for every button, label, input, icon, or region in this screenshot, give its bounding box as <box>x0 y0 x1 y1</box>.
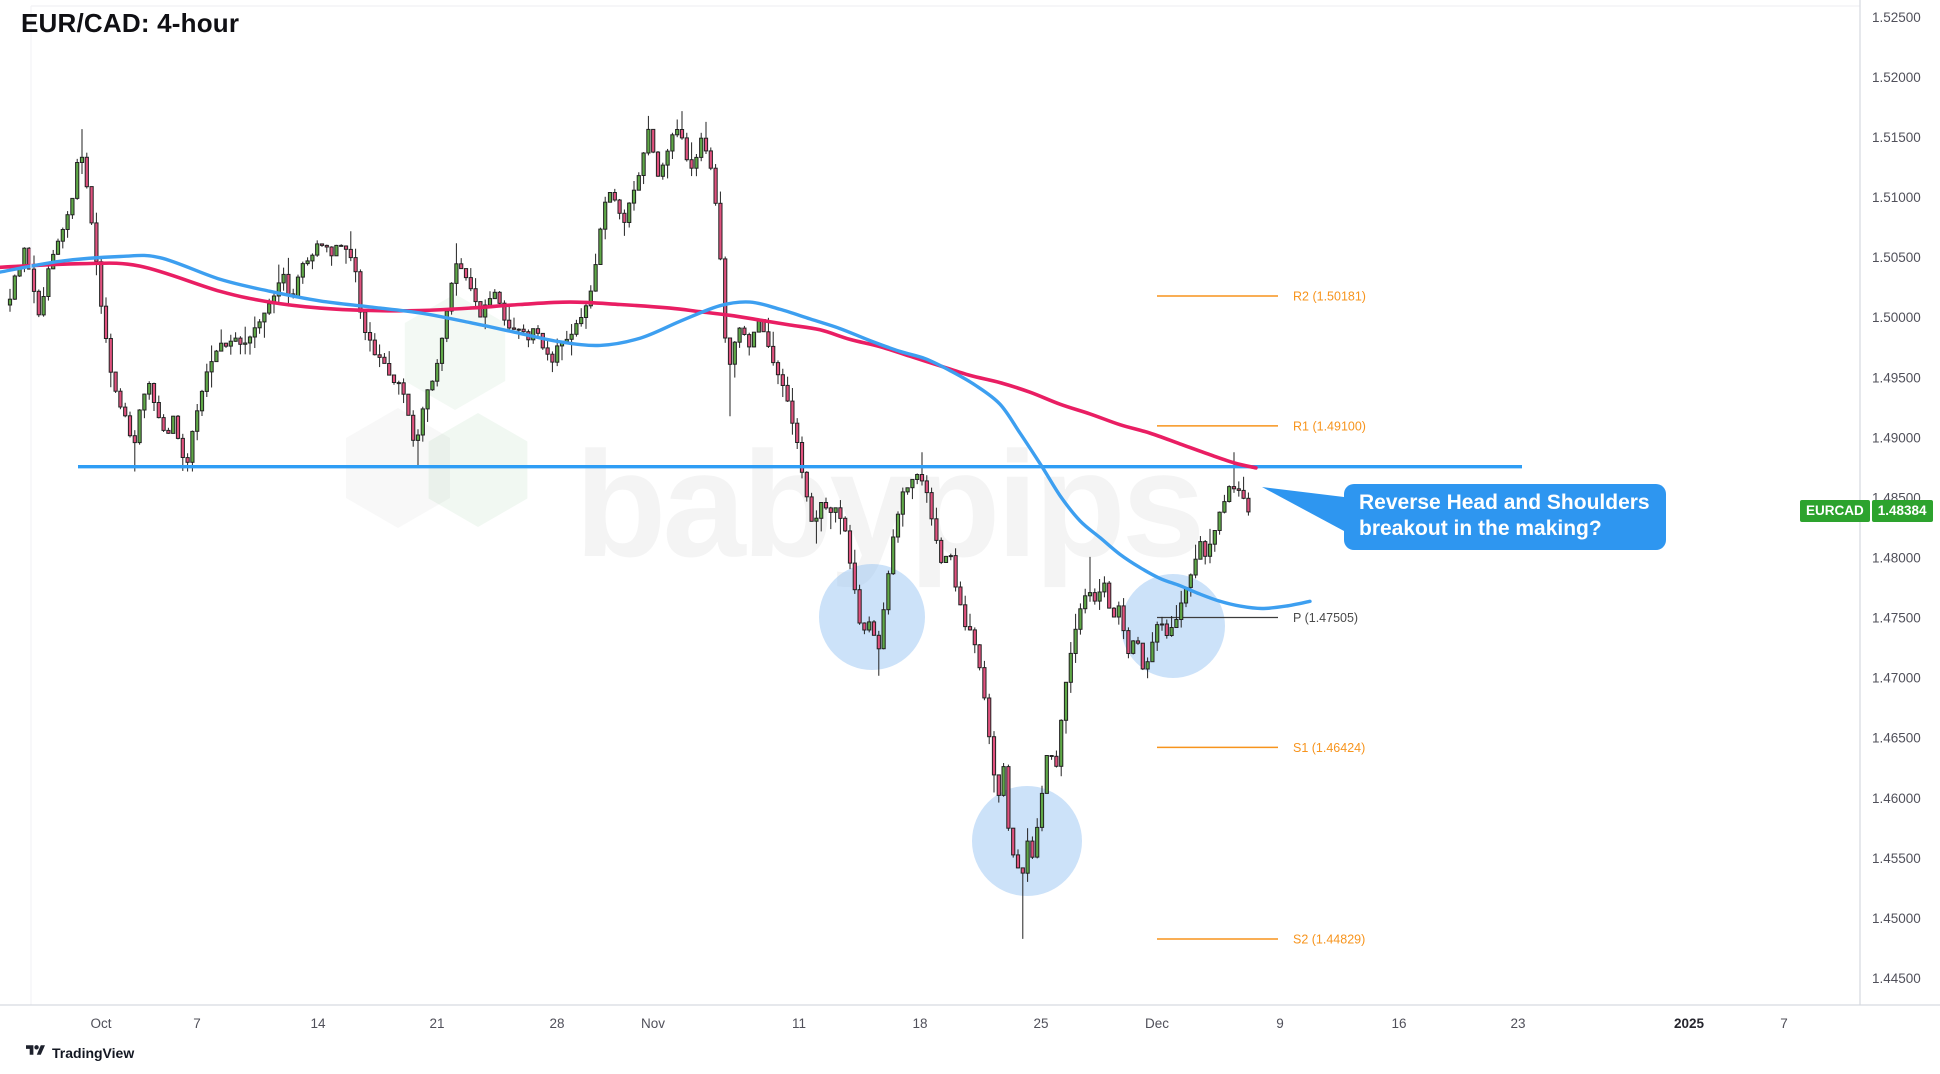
svg-text:18: 18 <box>912 1016 927 1031</box>
svg-text:Nov: Nov <box>641 1016 665 1031</box>
pivot-label-R1: R1 (1.49100) <box>1293 419 1366 433</box>
time-axis[interactable]: Oct 7 14 21 28 Nov 11 18 25 Dec 9 16 23 2025 7 <box>90 1016 1787 1031</box>
tradingview-attribution[interactable]: TradingView <box>26 1042 134 1064</box>
svg-text:9: 9 <box>1276 1016 1284 1031</box>
tradingview-logo-icon <box>26 1042 45 1064</box>
pivot-levels-layer: R2 (1.50181) R1 (1.49100) P (1.47505) S1 (1… <box>1157 290 1366 946</box>
watermark-text: babypips <box>575 420 1201 588</box>
svg-text:Dec: Dec <box>1145 1016 1169 1031</box>
svg-text:16: 16 <box>1391 1016 1406 1031</box>
left-shoulder-circle <box>819 564 925 670</box>
annotation-callout-tail <box>1262 487 1344 531</box>
price-axis[interactable]: 1.52500 1.52000 1.51500 1.51000 1.50500 1.500… <box>1872 10 1921 986</box>
watermark-hexagon-icon <box>428 413 528 527</box>
annotation-line-1: Reverse Head and Shoulders <box>1359 491 1650 514</box>
svg-text:1.51500: 1.51500 <box>1872 130 1921 145</box>
candles-layer <box>7 111 1251 939</box>
pivot-label-P: P (1.47505) <box>1293 611 1358 625</box>
svg-text:1.44500: 1.44500 <box>1872 971 1921 986</box>
pattern-circles-layer <box>819 564 1225 896</box>
svg-text:1.49500: 1.49500 <box>1872 370 1921 385</box>
svg-text:1.46000: 1.46000 <box>1872 791 1921 806</box>
svg-text:1.47500: 1.47500 <box>1872 611 1921 626</box>
slow-ma-line[interactable] <box>0 261 1258 470</box>
tradingview-label: TradingView <box>52 1045 135 1061</box>
svg-text:1.50500: 1.50500 <box>1872 250 1921 265</box>
svg-text:1.52500: 1.52500 <box>1872 10 1921 25</box>
annotation-line-2: breakout in the making? <box>1359 517 1602 540</box>
svg-text:7: 7 <box>1780 1016 1788 1031</box>
svg-text:Oct: Oct <box>90 1016 111 1031</box>
svg-text:7: 7 <box>193 1016 201 1031</box>
last-price-badge: 1.48384 <box>1871 500 1933 522</box>
svg-text:21: 21 <box>429 1016 444 1031</box>
pivot-label-R2: R2 (1.50181) <box>1293 290 1366 304</box>
svg-text:1.48000: 1.48000 <box>1872 551 1921 566</box>
svg-text:1.50000: 1.50000 <box>1872 310 1921 325</box>
svg-text:1.47000: 1.47000 <box>1872 671 1921 686</box>
ticker-badge: EURCAD <box>1800 500 1870 522</box>
last-price-label: EURCAD 1.48384 <box>1800 500 1933 522</box>
svg-text:14: 14 <box>310 1016 326 1031</box>
annotation-callout: Reverse Head and Shoulders breakout in t… <box>1344 484 1666 550</box>
svg-text:28: 28 <box>549 1016 564 1031</box>
svg-text:23: 23 <box>1510 1016 1525 1031</box>
svg-text:1.45500: 1.45500 <box>1872 851 1921 866</box>
svg-text:11: 11 <box>792 1016 806 1031</box>
watermark-layer: babypips <box>346 294 1205 588</box>
svg-text:1.51000: 1.51000 <box>1872 190 1921 205</box>
svg-text:25: 25 <box>1033 1016 1048 1031</box>
pivot-label-S1: S1 (1.46424) <box>1293 741 1365 755</box>
svg-text:1.49000: 1.49000 <box>1872 430 1921 445</box>
right-shoulder-circle <box>1121 574 1225 678</box>
pivot-label-S2: S2 (1.44829) <box>1293 932 1365 946</box>
svg-text:1.45000: 1.45000 <box>1872 911 1921 926</box>
svg-text:1.46500: 1.46500 <box>1872 731 1921 746</box>
page-title: EUR/CAD: 4-hour <box>21 8 240 38</box>
fast-ma-line[interactable] <box>0 253 1312 611</box>
svg-text:2025: 2025 <box>1674 1016 1705 1031</box>
svg-text:1.52000: 1.52000 <box>1872 70 1921 85</box>
